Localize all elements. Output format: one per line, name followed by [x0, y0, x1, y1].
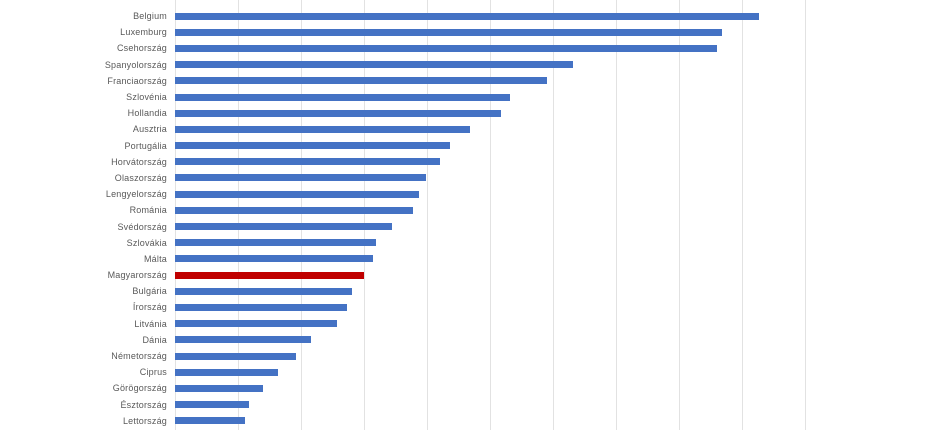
- bar-row: Litvánia: [0, 316, 934, 332]
- category-label: Spanyolország: [104, 59, 167, 70]
- bar-rows: Belgium Luxemburg Csehország Spanyolország F…: [0, 8, 934, 429]
- category-label: Franciaország: [107, 75, 167, 86]
- bar: [175, 125, 470, 133]
- category-label: Románia: [129, 205, 167, 216]
- bar-row: Spanyolország: [0, 57, 934, 73]
- bar: [175, 77, 548, 85]
- bar-row: Belgium: [0, 8, 934, 24]
- category-label: Luxemburg: [120, 27, 167, 38]
- category-label: Svédország: [117, 221, 167, 232]
- bar: [175, 352, 296, 360]
- bar-row: Csehország: [0, 40, 934, 56]
- category-label: Szlovénia: [126, 92, 167, 103]
- category-label: Írország: [132, 302, 167, 313]
- gridline: [175, 0, 176, 430]
- bar-row: Hollandia: [0, 105, 934, 121]
- bar-row: Dánia: [0, 332, 934, 348]
- category-label: Magyarország: [107, 270, 167, 281]
- category-label: Görögország: [112, 383, 167, 394]
- category-label: Horvátország: [111, 156, 167, 167]
- category-label: Portugália: [124, 140, 167, 151]
- bar: [175, 174, 427, 182]
- bar: [175, 28, 722, 36]
- bar: [175, 12, 759, 20]
- bar: [175, 368, 278, 376]
- category-label: Ciprus: [139, 367, 167, 378]
- bar-row: Portugália: [0, 138, 934, 154]
- gridline: [364, 0, 365, 430]
- bar-row: Luxemburg: [0, 24, 934, 40]
- bar-row: Ciprus: [0, 364, 934, 380]
- category-label: Szlovákia: [126, 237, 167, 248]
- bar: [175, 190, 419, 198]
- category-label: Észtország: [120, 399, 167, 410]
- category-label: Ausztria: [132, 124, 167, 135]
- category-label: Belgium: [133, 11, 167, 22]
- bar-row: Lettország: [0, 413, 934, 429]
- bar-row: Szlovénia: [0, 89, 934, 105]
- bar: [175, 109, 502, 117]
- bar-row: Olaszország: [0, 170, 934, 186]
- bar-row: Írország: [0, 299, 934, 315]
- gridline: [742, 0, 743, 430]
- bar: [175, 255, 373, 263]
- bar: [175, 384, 263, 392]
- bar-row: Magyarország: [0, 267, 934, 283]
- category-label: Dánia: [142, 334, 167, 345]
- bar: [175, 287, 352, 295]
- bar-highlighted: [175, 271, 364, 279]
- bar-row: Szlovákia: [0, 235, 934, 251]
- category-label: Németország: [111, 351, 167, 362]
- bar: [175, 158, 440, 166]
- bar-row: Svédország: [0, 218, 934, 234]
- bar: [175, 44, 718, 52]
- bar: [175, 320, 337, 328]
- bar-row: Németország: [0, 348, 934, 364]
- gridline: [553, 0, 554, 430]
- bar-row: Románia: [0, 202, 934, 218]
- bar-row: Franciaország: [0, 73, 934, 89]
- bar: [175, 239, 376, 247]
- bar: [175, 142, 450, 150]
- category-label: Lengyelország: [105, 189, 167, 200]
- bar: [175, 93, 510, 101]
- category-label: Csehország: [116, 43, 167, 54]
- bar: [175, 303, 347, 311]
- gridline: [679, 0, 680, 430]
- bar: [175, 336, 312, 344]
- bar-row: Görögország: [0, 380, 934, 396]
- bar: [175, 61, 573, 69]
- bar: [175, 206, 413, 214]
- bar-row: Málta: [0, 251, 934, 267]
- bar-row: Bulgária: [0, 283, 934, 299]
- bar-row: Lengyelország: [0, 186, 934, 202]
- category-label: Olaszország: [114, 172, 167, 183]
- bar-row: Ausztria: [0, 121, 934, 137]
- bar-row: Horvátország: [0, 154, 934, 170]
- bar-row: Észtország: [0, 397, 934, 413]
- gridline: [301, 0, 302, 430]
- category-label: Bulgária: [132, 286, 167, 297]
- bar: [175, 401, 249, 409]
- category-label: Málta: [143, 253, 167, 264]
- gridline: [616, 0, 617, 430]
- gridline: [490, 0, 491, 430]
- bar: [175, 417, 245, 425]
- category-label: Hollandia: [127, 108, 167, 119]
- gridline: [427, 0, 428, 430]
- category-label: Litvánia: [134, 318, 167, 329]
- bar: [175, 223, 392, 231]
- gridline: [238, 0, 239, 430]
- gridline: [805, 0, 806, 430]
- category-label: Lettország: [122, 415, 167, 426]
